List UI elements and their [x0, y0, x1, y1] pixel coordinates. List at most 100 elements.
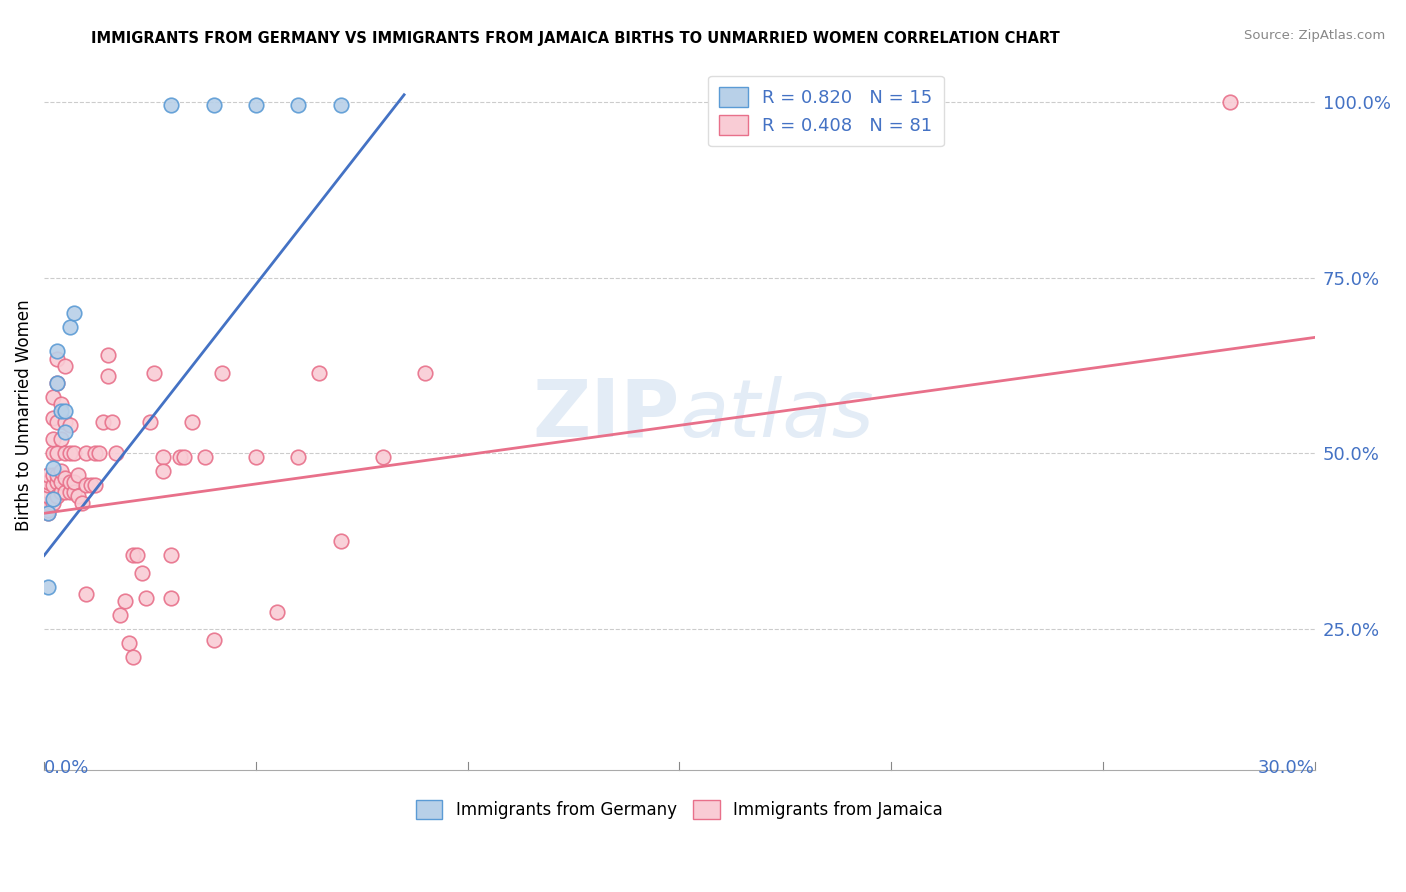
Point: [58, 446, 80, 460]
Text: Source: ZipAtlas.com: Source: ZipAtlas.com: [1244, 29, 1385, 42]
Point: [37, 506, 59, 520]
Point: [75, 587, 97, 601]
Point: [160, 549, 183, 563]
Point: [41, 460, 63, 475]
Point: [37, 502, 59, 516]
Point: [58, 485, 80, 500]
Point: [202, 632, 225, 647]
Point: [110, 608, 132, 623]
Point: [37, 475, 59, 489]
Point: [66, 489, 89, 503]
Text: 0.0%: 0.0%: [44, 759, 90, 777]
Y-axis label: Births to Unmarried Women: Births to Unmarried Women: [15, 299, 32, 531]
Point: [62, 306, 84, 320]
Point: [245, 450, 267, 464]
Point: [101, 415, 124, 429]
Point: [152, 450, 174, 464]
Point: [152, 464, 174, 478]
Text: ZIP: ZIP: [531, 376, 679, 454]
Point: [143, 366, 166, 380]
Point: [105, 446, 128, 460]
Point: [114, 594, 136, 608]
Point: [45, 475, 67, 489]
Point: [37, 478, 59, 492]
Point: [173, 450, 195, 464]
Point: [89, 446, 111, 460]
Point: [45, 467, 67, 482]
Point: [211, 366, 233, 380]
Point: [41, 467, 63, 482]
Point: [53, 359, 76, 373]
Point: [122, 549, 145, 563]
Point: [49, 397, 72, 411]
Point: [41, 446, 63, 460]
Point: [41, 433, 63, 447]
Point: [37, 489, 59, 503]
Point: [58, 475, 80, 489]
Point: [49, 475, 72, 489]
Point: [37, 467, 59, 482]
Point: [53, 446, 76, 460]
Point: [84, 446, 107, 460]
Point: [308, 366, 330, 380]
Point: [53, 471, 76, 485]
Point: [80, 478, 103, 492]
Point: [194, 450, 217, 464]
Point: [329, 98, 352, 112]
Point: [202, 98, 225, 112]
Point: [45, 376, 67, 391]
Point: [160, 98, 183, 112]
Point: [75, 446, 97, 460]
Text: atlas: atlas: [679, 376, 875, 454]
Point: [122, 650, 145, 665]
Point: [131, 566, 153, 580]
Point: [53, 425, 76, 440]
Point: [37, 506, 59, 520]
Point: [75, 478, 97, 492]
Point: [62, 485, 84, 500]
Point: [287, 450, 309, 464]
Point: [41, 492, 63, 507]
Point: [371, 450, 394, 464]
Point: [93, 415, 115, 429]
Point: [53, 415, 76, 429]
Point: [135, 591, 157, 605]
Point: [160, 591, 183, 605]
Point: [169, 450, 191, 464]
Point: [58, 319, 80, 334]
Point: [287, 98, 309, 112]
Point: [45, 351, 67, 366]
Point: [84, 478, 107, 492]
Point: [66, 467, 89, 482]
Point: [45, 489, 67, 503]
Point: [49, 433, 72, 447]
Point: [53, 485, 76, 500]
Point: [53, 404, 76, 418]
Point: [413, 366, 436, 380]
Point: [127, 549, 149, 563]
Point: [41, 478, 63, 492]
Point: [49, 464, 72, 478]
Point: [41, 390, 63, 404]
Point: [58, 418, 80, 433]
Point: [266, 605, 288, 619]
Point: [45, 415, 67, 429]
Point: [41, 411, 63, 425]
Point: [1219, 95, 1241, 109]
Point: [139, 415, 162, 429]
Point: [37, 580, 59, 594]
Point: [45, 376, 67, 391]
Point: [41, 496, 63, 510]
Text: 30.0%: 30.0%: [1258, 759, 1315, 777]
Point: [62, 446, 84, 460]
Point: [97, 369, 120, 384]
Point: [118, 636, 141, 650]
Point: [45, 344, 67, 359]
Point: [62, 475, 84, 489]
Point: [45, 446, 67, 460]
Point: [97, 348, 120, 362]
Point: [245, 98, 267, 112]
Text: IMMIGRANTS FROM GERMANY VS IMMIGRANTS FROM JAMAICA BIRTHS TO UNMARRIED WOMEN COR: IMMIGRANTS FROM GERMANY VS IMMIGRANTS FR…: [91, 31, 1060, 46]
Point: [70, 496, 93, 510]
Point: [49, 404, 72, 418]
